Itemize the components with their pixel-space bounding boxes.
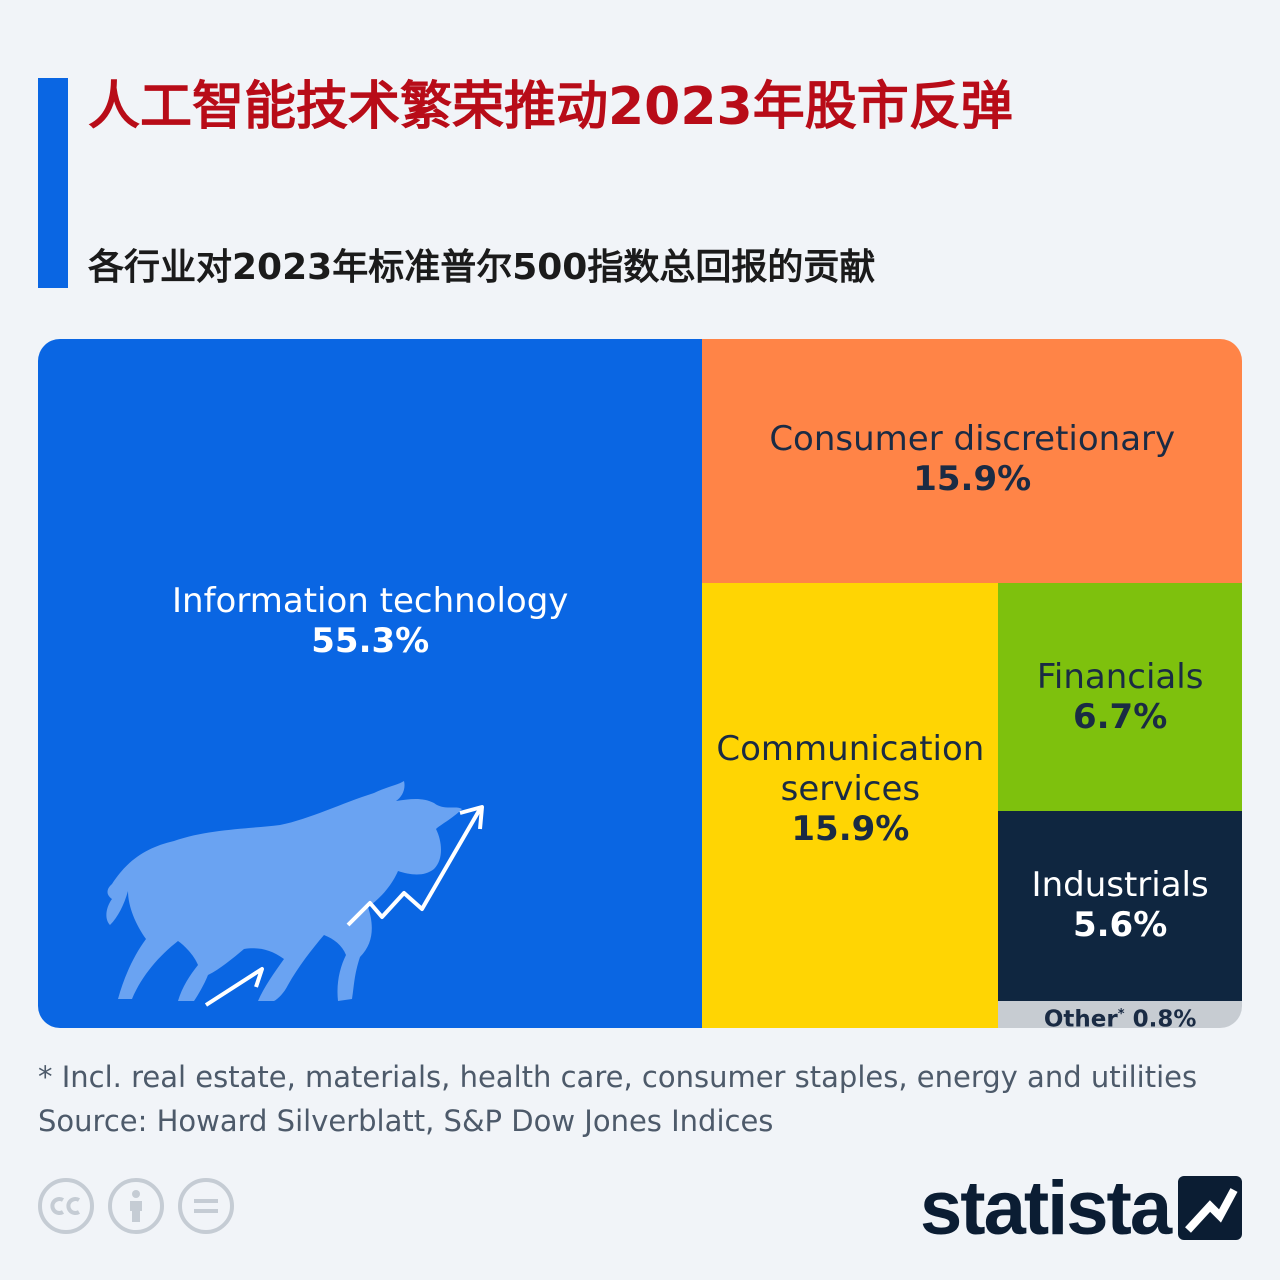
license-icons bbox=[38, 1178, 234, 1234]
chart-subtitle: 各行业对2023年标准普尔500指数总回报的贡献 bbox=[88, 247, 876, 288]
attribution-icon[interactable] bbox=[108, 1178, 164, 1234]
segment-label: Information technology bbox=[172, 581, 569, 621]
chart-title: 人工智能技术繁荣推动2023年股市反弹 bbox=[88, 77, 1013, 137]
segment-value: 5.6% bbox=[1072, 904, 1168, 945]
footnote-marker: * bbox=[1117, 1006, 1125, 1022]
segment-label: Consumer discretionary bbox=[769, 419, 1176, 459]
statista-logo[interactable]: statista bbox=[920, 1166, 1243, 1251]
tile-information-technology: Information technology 55.3% bbox=[38, 339, 703, 1028]
segment-value: 55.3% bbox=[311, 621, 430, 661]
statista-logo-icon bbox=[1178, 1176, 1243, 1240]
source-link[interactable]: Source: Howard Silverblatt, S&P Dow Jone… bbox=[38, 1104, 774, 1138]
tile-consumer-discretionary: Consumer discretionary 15.9% bbox=[702, 339, 1242, 583]
segment-value: 6.7% bbox=[1072, 696, 1168, 737]
segment-value: 15.9% bbox=[791, 808, 910, 849]
segment-label: Communication services bbox=[716, 728, 985, 809]
tile-industrials: Industrials 5.6% bbox=[998, 810, 1242, 1001]
bull-icon bbox=[106, 781, 462, 1001]
tile-other: Other* 0.8% bbox=[998, 1000, 1242, 1028]
segment-value: 15.9% bbox=[913, 459, 1032, 499]
segment-label: Financials bbox=[1036, 656, 1204, 697]
treemap: Information technology 55.3% Consumer di… bbox=[38, 339, 1242, 1028]
segment-value: 0.8% bbox=[1132, 1006, 1197, 1028]
logo-text: statista bbox=[920, 1165, 1172, 1251]
cc-icon[interactable] bbox=[38, 1178, 94, 1234]
tile-financials: Financials 6.7% bbox=[998, 582, 1242, 811]
no-derivatives-icon[interactable] bbox=[178, 1178, 234, 1234]
footnote: * Incl. real estate, materials, health c… bbox=[38, 1060, 1198, 1094]
rising-chart-icon bbox=[204, 805, 484, 1007]
tile-communication-services: Communication services 15.9% bbox=[702, 582, 999, 1028]
accent-bar bbox=[38, 78, 68, 288]
segment-label: Industrials bbox=[1031, 864, 1209, 905]
segment-label: Other bbox=[1043, 1006, 1118, 1028]
